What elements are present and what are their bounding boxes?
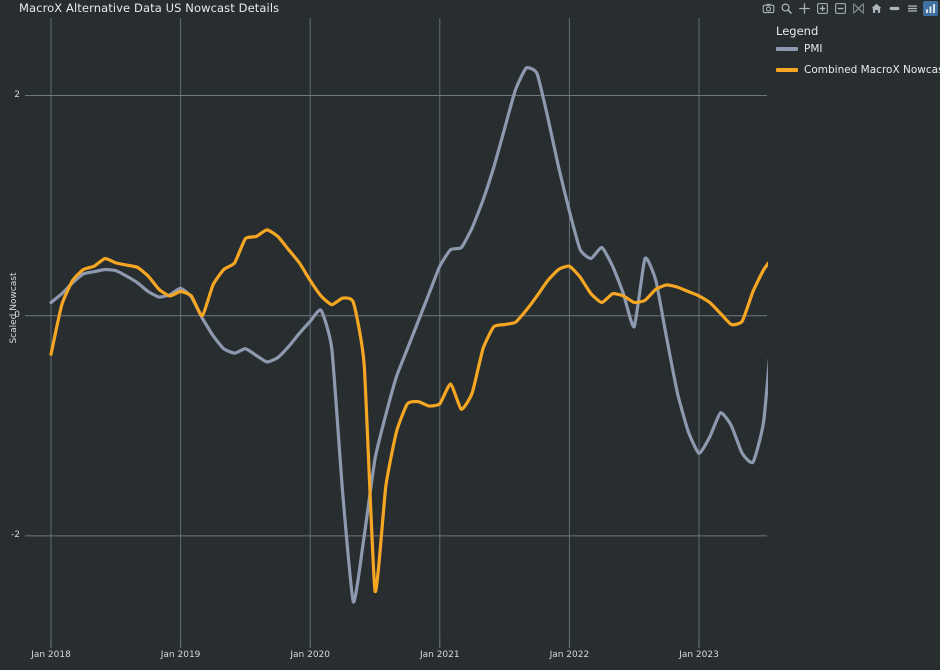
zoom-in-icon[interactable] — [815, 1, 830, 16]
zoom-icon[interactable] — [779, 1, 794, 16]
legend-entry-label: Combined MacroX Nowcast — [804, 64, 940, 76]
x-tick-label: Jan 2022 — [549, 650, 590, 660]
x-tick-label: Jan 2021 — [419, 650, 460, 660]
legend-entry[interactable]: Combined MacroX Nowcast — [776, 64, 940, 76]
x-tick-label: Jan 2019 — [160, 650, 201, 660]
series-line-combined-macrox-nowcast[interactable] — [49, 228, 768, 593]
y-axis-label-text: Scaled Nowcast — [9, 272, 19, 344]
x-tick-label: Jan 2020 — [290, 650, 330, 660]
home-icon[interactable] — [869, 1, 884, 16]
legend-color-swatch — [776, 47, 798, 51]
x-tick-marks — [50, 639, 700, 648]
y-tick-label: 0 — [14, 309, 20, 320]
y-tick-label: 2 — [14, 89, 20, 100]
zoom-out-icon[interactable] — [833, 1, 848, 16]
data-series-layer — [49, 66, 768, 604]
x-tick-label: Jan 2018 — [31, 650, 71, 660]
hover-compare-icon[interactable] — [905, 1, 920, 16]
legend-title: Legend — [776, 24, 819, 38]
horizontal-gridlines — [25, 95, 767, 537]
legend[interactable]: Legend PMI Combined MacroX Nowcast — [776, 24, 940, 85]
spike-lines-icon[interactable] — [887, 1, 902, 16]
pan-icon[interactable] — [797, 1, 812, 16]
series-line-pmi[interactable] — [49, 66, 768, 604]
y-tick-label: -2 — [11, 529, 20, 540]
plot-area[interactable]: 2 0 -2 Jan 2018 Jan 2019 Jan 2020 Jan 2021 Jan… — [0, 18, 768, 660]
chart-studio-icon[interactable] — [923, 0, 938, 16]
chart-canvas[interactable] — [0, 18, 768, 652]
legend-entry-label: PMI — [804, 43, 823, 55]
y-axis-label: Scaled Nowcast — [9, 268, 23, 348]
autoscale-icon[interactable] — [851, 1, 866, 16]
plotly-modebar[interactable] — [761, 0, 938, 16]
legend-entry[interactable]: PMI — [776, 43, 940, 55]
vertical-gridlines — [50, 18, 700, 639]
title-bar: MacroX Alternative Data US Nowcast Detai… — [0, 0, 940, 18]
x-tick-label: Jan 2023 — [679, 650, 719, 660]
page-title: MacroX Alternative Data US Nowcast Detai… — [19, 1, 280, 15]
camera-icon[interactable] — [761, 1, 776, 16]
legend-entries[interactable]: PMI Combined MacroX Nowcast — [776, 43, 940, 76]
legend-color-swatch — [776, 68, 798, 72]
